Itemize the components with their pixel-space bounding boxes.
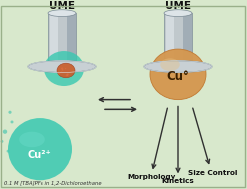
Text: 0.1 M [TBA]PF₆ in 1,2-Dichloroethane: 0.1 M [TBA]PF₆ in 1,2-Dichloroethane — [4, 181, 102, 186]
Text: Kinetics: Kinetics — [162, 178, 194, 184]
Ellipse shape — [66, 74, 68, 76]
Ellipse shape — [48, 10, 76, 17]
Ellipse shape — [67, 75, 68, 76]
Ellipse shape — [61, 71, 62, 72]
Ellipse shape — [65, 68, 66, 69]
Text: Morphology: Morphology — [128, 174, 176, 180]
Text: UME: UME — [49, 1, 75, 11]
Text: Size Control: Size Control — [188, 170, 238, 176]
Ellipse shape — [57, 63, 75, 78]
Ellipse shape — [28, 61, 96, 72]
Text: UME: UME — [165, 1, 191, 11]
Text: Cu°: Cu° — [167, 70, 189, 83]
Bar — [183, 13, 192, 67]
Bar — [164, 13, 192, 67]
Ellipse shape — [0, 140, 3, 143]
Ellipse shape — [3, 129, 7, 134]
Ellipse shape — [67, 73, 69, 75]
Ellipse shape — [11, 121, 14, 123]
Text: Cu²⁺: Cu²⁺ — [27, 150, 51, 160]
Ellipse shape — [58, 73, 60, 75]
Bar — [166, 13, 174, 67]
Ellipse shape — [150, 49, 206, 100]
Bar — [67, 13, 76, 67]
Ellipse shape — [19, 132, 45, 147]
Ellipse shape — [7, 150, 9, 153]
Bar — [48, 13, 76, 67]
Ellipse shape — [62, 69, 63, 71]
Ellipse shape — [8, 118, 72, 180]
Ellipse shape — [144, 61, 212, 72]
Ellipse shape — [160, 58, 180, 71]
Bar — [50, 13, 58, 67]
Ellipse shape — [8, 111, 12, 114]
Ellipse shape — [164, 10, 192, 17]
Ellipse shape — [61, 67, 63, 70]
Ellipse shape — [44, 51, 84, 86]
